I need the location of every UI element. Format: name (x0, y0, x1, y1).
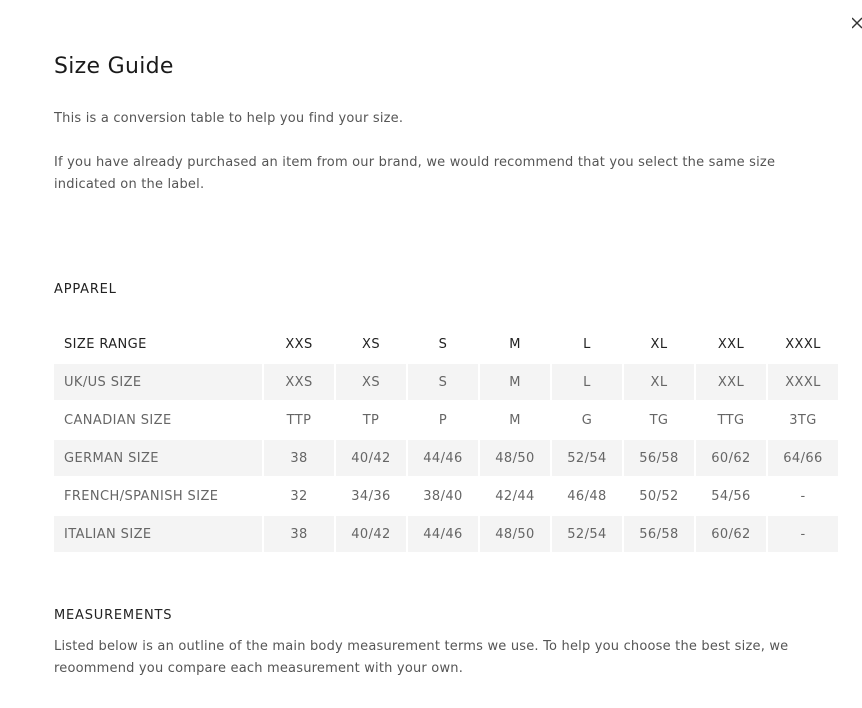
section-heading: MEASUREMENTS (54, 608, 173, 623)
table-cell: XL (624, 364, 694, 400)
table-cell: 52/54 (552, 516, 622, 552)
table-cell: L (552, 364, 622, 400)
table-cell: XS (336, 364, 406, 400)
table-cell: 38/40 (423, 488, 463, 504)
table-row: UK/US SIZE XXS XS S M L XL XXL XXXL (54, 364, 838, 400)
table-cell: XXS (264, 364, 334, 400)
table-cell: 48/50 (480, 516, 550, 552)
table-cell: 64/66 (768, 440, 838, 476)
table-cell: XXL (717, 336, 745, 352)
table-cell: 50/52 (639, 488, 679, 504)
intro-text: If you have already purchased an item fr… (54, 155, 776, 192)
measurements-text: Listed below is an outline of the main b… (54, 639, 789, 676)
table-cell: 38 (264, 516, 334, 552)
table-cell: XXS (285, 336, 313, 352)
row-label: FRENCH/SPANISH SIZE (64, 488, 219, 504)
row-label: CANADIAN SIZE (64, 412, 172, 428)
table-cell: 60/62 (696, 516, 766, 552)
table-cell: XXL (696, 364, 766, 400)
table-cell: 48/50 (480, 440, 550, 476)
table-cell: 34/36 (351, 488, 391, 504)
table-cell: L (583, 336, 591, 352)
table-cell: S (438, 336, 448, 352)
table-cell: 42/44 (495, 488, 535, 504)
table-cell: TG (649, 412, 669, 428)
table-cell: 46/48 (567, 488, 607, 504)
table-cell: 32 (290, 488, 308, 504)
table-cell: 3TG (789, 412, 817, 428)
table-cell: M (480, 364, 550, 400)
table-cell: XXXL (785, 336, 821, 352)
table-cell: 56/58 (624, 440, 694, 476)
table-cell: 52/54 (552, 440, 622, 476)
table-cell: 38 (264, 440, 334, 476)
row-label: UK/US SIZE (54, 364, 262, 400)
row-label: ITALIAN SIZE (54, 516, 262, 552)
table-cell: G (581, 412, 593, 428)
table-row: ITALIAN SIZE 38 40/42 44/46 48/50 52/54 56/58 6… (54, 516, 838, 552)
table-cell: M (509, 412, 521, 428)
row-label: SIZE RANGE (64, 336, 147, 352)
table-cell: 56/58 (624, 516, 694, 552)
table-cell: 44/46 (408, 440, 478, 476)
table-cell: 60/62 (696, 440, 766, 476)
close-button[interactable] (852, 16, 862, 30)
section-heading: APPAREL (54, 282, 117, 297)
table-cell: S (408, 364, 478, 400)
table-cell: - (768, 516, 838, 552)
table-row: FRENCH/SPANISH SIZE 32 34/36 38/40 42/44 46/4… (54, 478, 838, 514)
title: Size Guide (54, 54, 174, 79)
table-cell: P (438, 412, 448, 428)
table-cell: 44/46 (408, 516, 478, 552)
table-cell: XXXL (768, 364, 838, 400)
row-label: GERMAN SIZE (54, 440, 262, 476)
table-cell: TTG (717, 412, 745, 428)
table-cell: M (509, 336, 521, 352)
table-row: CANADIAN SIZE TTP TP P M G TG TTG 3TG (54, 402, 838, 438)
table-cell: 40/42 (336, 516, 406, 552)
table-cell: - (800, 488, 806, 504)
table-cell: XS (362, 336, 380, 352)
table-cell: XL (650, 336, 668, 352)
table-row: SIZE RANGE XXS XS S M L XL XXL XXXL (54, 326, 838, 362)
intro-text: This is a conversion table to help you f… (54, 111, 404, 126)
table-cell: 40/42 (336, 440, 406, 476)
table-cell: TP (362, 412, 380, 428)
table-row: GERMAN SIZE 38 40/42 44/46 48/50 52/54 56/58 60… (54, 440, 838, 476)
size-table: SIZE RANGE XXS XS S M L XL XXL XXXL UK/US SIZE XXS… (52, 324, 840, 554)
table-cell: TTP (286, 412, 312, 428)
table-cell: 54/56 (711, 488, 751, 504)
